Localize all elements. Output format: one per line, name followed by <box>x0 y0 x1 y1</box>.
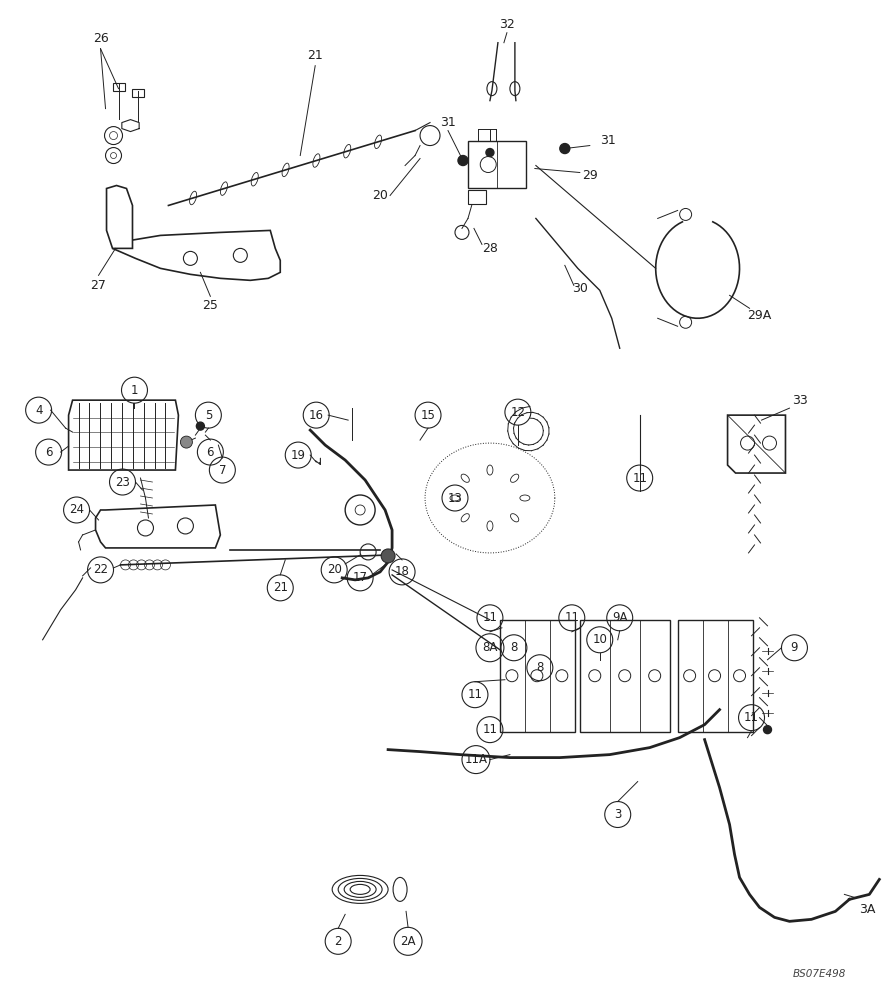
FancyBboxPatch shape <box>468 190 486 204</box>
Text: 11: 11 <box>482 723 497 736</box>
FancyBboxPatch shape <box>468 141 526 188</box>
Text: 17: 17 <box>353 571 367 584</box>
Text: 2: 2 <box>334 935 342 948</box>
Polygon shape <box>728 415 786 473</box>
Text: 12: 12 <box>511 406 525 419</box>
Text: 11: 11 <box>482 611 497 624</box>
FancyBboxPatch shape <box>113 83 125 91</box>
Polygon shape <box>113 230 280 280</box>
Text: 8: 8 <box>510 641 518 654</box>
Polygon shape <box>107 185 133 248</box>
Polygon shape <box>96 505 220 548</box>
Text: 13: 13 <box>447 492 462 505</box>
Text: 8: 8 <box>536 661 544 674</box>
Text: 11: 11 <box>744 711 759 724</box>
Circle shape <box>196 422 204 430</box>
Text: 30: 30 <box>572 282 588 295</box>
Text: 20: 20 <box>327 563 341 576</box>
Text: 6: 6 <box>207 446 214 459</box>
Text: 4: 4 <box>35 404 42 417</box>
Circle shape <box>560 144 570 154</box>
Text: 28: 28 <box>482 242 498 255</box>
Text: 16: 16 <box>309 409 323 422</box>
Text: 11A: 11A <box>464 753 487 766</box>
Text: 24: 24 <box>69 503 84 516</box>
Text: 26: 26 <box>92 32 108 45</box>
Text: 21: 21 <box>307 49 323 62</box>
Text: 3A: 3A <box>859 903 875 916</box>
Circle shape <box>763 726 771 734</box>
Text: 25: 25 <box>202 299 219 312</box>
FancyBboxPatch shape <box>500 620 575 732</box>
Text: 11: 11 <box>633 472 647 485</box>
Circle shape <box>486 149 494 157</box>
Text: 15: 15 <box>420 409 435 422</box>
Text: 7: 7 <box>219 464 226 477</box>
Text: 2A: 2A <box>401 935 416 948</box>
Text: 3: 3 <box>614 808 622 821</box>
Text: 5: 5 <box>204 409 212 422</box>
Text: 11: 11 <box>564 611 580 624</box>
Circle shape <box>458 156 468 166</box>
Text: 10: 10 <box>592 633 607 646</box>
Text: 19: 19 <box>290 449 306 462</box>
Text: BS07E498: BS07E498 <box>793 969 846 979</box>
Text: 27: 27 <box>90 279 107 292</box>
Text: 31: 31 <box>600 134 616 147</box>
Text: 31: 31 <box>440 116 456 129</box>
FancyBboxPatch shape <box>133 89 144 97</box>
Text: 1: 1 <box>131 384 138 397</box>
Text: 22: 22 <box>93 563 108 576</box>
Text: 29: 29 <box>582 169 598 182</box>
Circle shape <box>180 436 193 448</box>
Text: 6: 6 <box>45 446 52 459</box>
Text: 18: 18 <box>394 565 409 578</box>
Text: 23: 23 <box>115 476 130 489</box>
Circle shape <box>381 549 395 563</box>
Text: 9: 9 <box>790 641 798 654</box>
Text: 20: 20 <box>372 189 388 202</box>
Text: 21: 21 <box>272 581 288 594</box>
FancyBboxPatch shape <box>677 620 753 732</box>
Text: 11: 11 <box>468 688 482 701</box>
Text: 32: 32 <box>499 18 515 31</box>
Text: 29A: 29A <box>747 309 771 322</box>
FancyBboxPatch shape <box>580 620 669 732</box>
Text: 33: 33 <box>791 394 807 407</box>
Polygon shape <box>69 400 178 470</box>
Text: 8A: 8A <box>482 641 497 654</box>
Text: 9A: 9A <box>612 611 627 624</box>
